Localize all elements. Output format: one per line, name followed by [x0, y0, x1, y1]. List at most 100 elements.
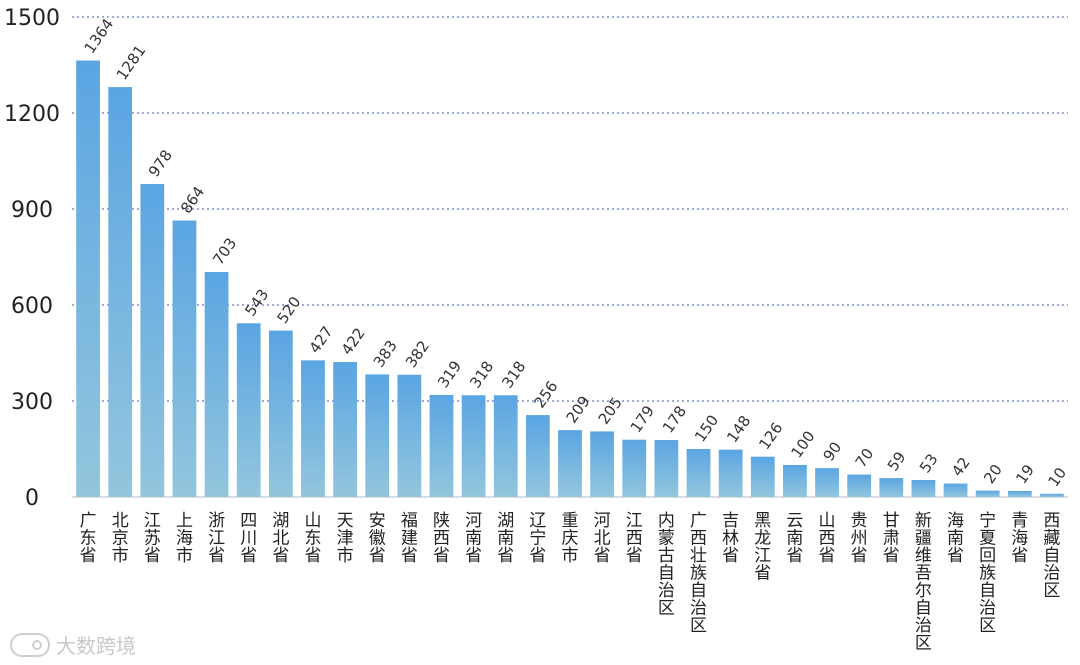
bar [654, 440, 679, 497]
bar [750, 456, 775, 497]
y-tick-label: 300 [11, 390, 53, 415]
watermark: 大数跨境 [10, 630, 136, 659]
x-tick-label: 上海市 [176, 511, 193, 566]
data-label: 1364 [81, 15, 118, 57]
data-label: 126 [755, 419, 786, 453]
x-tick-label: 贵州省 [851, 511, 868, 566]
data-label: 520 [273, 293, 304, 327]
data-label: 703 [209, 235, 240, 269]
data-label: 427 [305, 323, 336, 357]
x-tick-label: 陕西省 [433, 511, 450, 566]
data-label: 179 [627, 402, 658, 436]
data-label: 148 [723, 412, 754, 446]
x-tick-label: 湖南省 [497, 511, 514, 566]
bar [301, 360, 325, 497]
bar [815, 468, 839, 497]
x-tick-label: 浙江省 [208, 511, 225, 566]
bar [204, 272, 229, 497]
data-label: 256 [530, 378, 561, 412]
bar [943, 483, 968, 497]
x-tick-label: 河北省 [594, 511, 611, 566]
x-tick-label: 江苏省 [144, 511, 161, 566]
x-tick-label: 云南省 [786, 511, 803, 566]
x-tick-label: 重庆市 [562, 511, 579, 566]
data-label: 90 [820, 439, 846, 465]
data-label: 318 [466, 358, 497, 392]
y-tick-label: 1500 [4, 6, 60, 31]
bar [975, 490, 1000, 497]
x-tick-label: 安徽省 [369, 511, 386, 566]
y-tick-label: 600 [11, 294, 53, 319]
data-label: 59 [884, 448, 910, 474]
bar [590, 431, 615, 497]
y-axis: 0 300 600 900 1200 1500 [4, 6, 60, 511]
bar [783, 465, 807, 497]
x-tick-label: 宁夏回族自治区 [979, 511, 996, 636]
x-tick-label: 内蒙古自治区 [658, 511, 675, 619]
x-tick-label: 四川省 [240, 511, 257, 566]
bars [76, 60, 1064, 498]
x-tick-label: 河南省 [465, 511, 482, 566]
x-tick-label: 青海省 [1011, 511, 1028, 566]
bar [686, 449, 711, 497]
bar [236, 323, 261, 497]
data-label: 422 [338, 324, 369, 358]
data-label: 42 [948, 454, 974, 480]
x-tick-label: 广东省 [80, 511, 97, 566]
x-tick-label: 吉林省 [722, 511, 739, 566]
bar [268, 330, 293, 497]
data-label: 319 [434, 357, 465, 391]
x-tick-label: 海南省 [947, 511, 964, 566]
x-tick-label: 天津市 [337, 511, 354, 566]
x-tick-label: 西藏自治区 [1043, 511, 1060, 601]
x-tick-label: 甘肃省 [883, 511, 900, 566]
bar [365, 374, 390, 497]
data-label: 978 [145, 147, 176, 181]
bar [622, 439, 647, 497]
data-label: 20 [980, 461, 1006, 487]
bar [429, 394, 454, 497]
bar [493, 395, 518, 497]
bar [76, 60, 100, 498]
data-label: 382 [402, 337, 433, 371]
bar [847, 474, 872, 497]
bar [718, 449, 743, 497]
data-label: 10 [1044, 464, 1070, 490]
bar [108, 87, 133, 497]
data-label: 864 [177, 183, 208, 217]
x-axis: 广东省北京市江苏省上海市浙江省四川省湖北省山东省天津市安徽省福建省陕西省河南省湖… [80, 511, 1061, 654]
x-tick-label: 黑龙江省 [754, 511, 771, 584]
bar [333, 361, 357, 497]
bar [461, 395, 486, 497]
data-label: 70 [852, 445, 878, 471]
data-label: 178 [659, 403, 690, 437]
y-tick-label: 1200 [4, 102, 60, 127]
x-tick-label: 辽宁省 [529, 511, 546, 566]
x-tick-label: 湖北省 [272, 511, 289, 566]
data-label: 205 [595, 394, 626, 428]
bar [879, 478, 904, 497]
bar [397, 374, 422, 497]
x-tick-label: 山西省 [819, 511, 836, 566]
bar [172, 220, 197, 497]
x-tick-label: 福建省 [401, 511, 418, 566]
data-label: 150 [691, 412, 722, 446]
data-label: 1281 [113, 42, 150, 84]
data-label: 53 [916, 450, 942, 476]
y-tick-label: 0 [25, 486, 39, 511]
bar [1040, 493, 1064, 497]
watermark-text: 大数跨境 [56, 634, 136, 658]
data-label: 100 [787, 428, 818, 462]
x-tick-label: 江西省 [626, 511, 643, 566]
bar [525, 415, 550, 497]
x-tick-label: 山东省 [304, 511, 321, 566]
x-tick-label: 广西壮族自治区 [690, 511, 707, 636]
y-tick-label: 900 [11, 198, 53, 223]
bar [1007, 490, 1032, 497]
bar [140, 184, 165, 498]
data-label: 318 [498, 358, 529, 392]
brand-logo-icon [10, 632, 50, 657]
data-label: 383 [370, 337, 401, 371]
